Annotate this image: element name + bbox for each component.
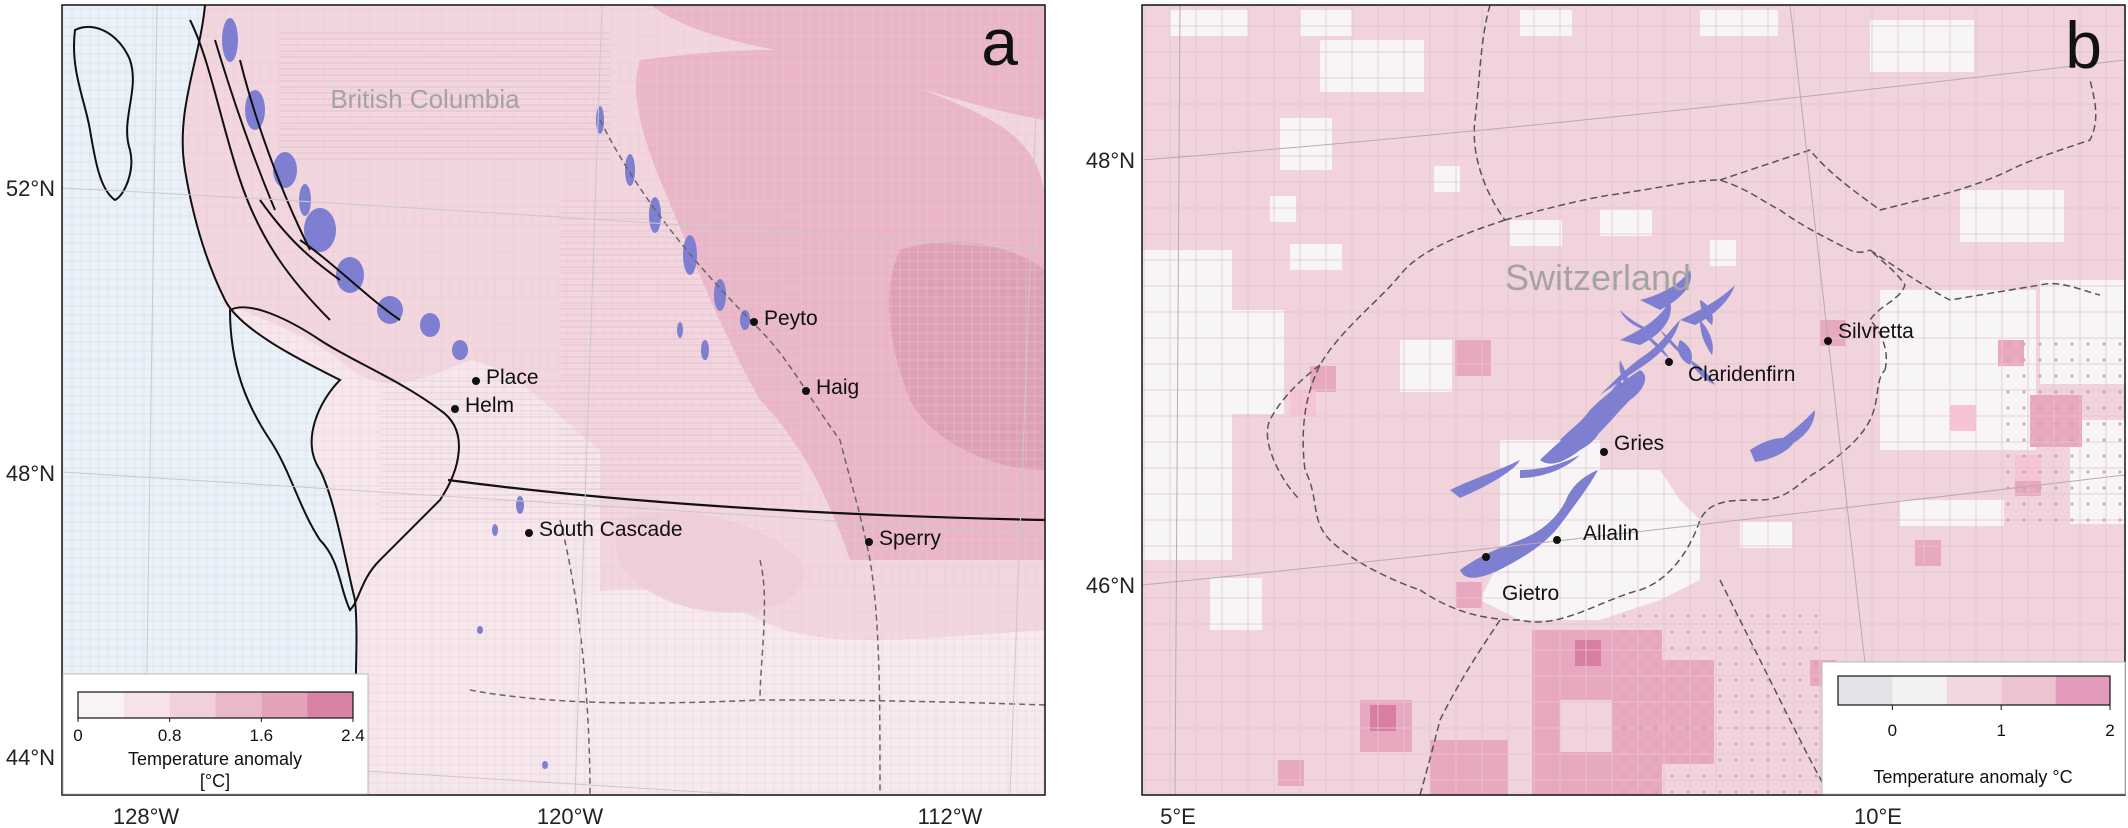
glacier-label-haig: Haig [816, 376, 859, 399]
coastline-a [73, 5, 460, 795]
panel-b-frame [1141, 4, 2126, 796]
lat-label-52n: 52°N [6, 176, 55, 201]
colorbar-a-bin-4 [261, 692, 308, 718]
colorbar-a-tick-label-2: 1.6 [250, 726, 274, 745]
colorbar-a-tick-label-3: 2.4 [341, 726, 365, 745]
colorbar-a-bin-0 [78, 692, 124, 718]
colorbar-b-tick-label-2: 2 [2105, 721, 2114, 740]
colorbar-b-bin-1 [1892, 676, 1947, 705]
dots-b2 [1620, 610, 1820, 795]
colorbar-b-bin-2 [1946, 676, 2002, 705]
map-panel-b [1142, 5, 2125, 795]
colorbar-a-unit: [°C] [200, 771, 230, 791]
glacier-markers-b: Silvretta Claridenfirn Gries Allalin Gie… [1482, 320, 1914, 605]
glacier-label-claridenfirn: Claridenfirn [1688, 363, 1795, 386]
panel-a-frame [61, 4, 1046, 796]
lon-label-120w: 120°W [537, 804, 604, 828]
colorbar-a-bins [78, 692, 353, 718]
colorbar-b-bin-0 [1838, 676, 1893, 705]
lat-label-48n: 48°N [6, 461, 55, 486]
admin-borders-a [469, 119, 1045, 795]
colorbar-a-title: Temperature anomaly [128, 749, 302, 769]
glacier-label-south-cascade: South Cascade [539, 518, 683, 541]
colorbar-a-bin-5 [307, 692, 353, 718]
glacier-label-peyto: Peyto [764, 307, 818, 330]
glacier-label-silvretta: Silvretta [1838, 320, 1914, 343]
grid-a [62, 5, 1045, 795]
colorbar-b-bin-3 [2001, 676, 2056, 705]
glacier-label-gietro: Gietro [1502, 582, 1559, 605]
region-label-switzerland: Switzerland [1505, 257, 1691, 298]
glacier-label-helm: Helm [465, 394, 514, 417]
panel-a-letter: a [981, 5, 1018, 79]
colorbar-b-tick-label-1: 1 [1996, 721, 2005, 740]
colorbar-b-bin-4 [2055, 676, 2110, 705]
glacier-markers-a: Peyto Place Haig Helm South Cascade Sper… [451, 307, 941, 550]
lat-label-46n-b: 46°N [1086, 573, 1135, 598]
colorbar-a: 0 0.8 1.6 2.4 Temperature anomaly [°C] [62, 673, 369, 795]
region-label-british-columbia: British Columbia [330, 84, 520, 114]
border-canada-us-a [447, 478, 1045, 522]
lat-label-44n: 44°N [6, 745, 55, 770]
axis-labels-a: 52°N 48°N 44°N 128°W 120°W 112°W [6, 176, 983, 828]
map-panel-a [62, 5, 1045, 795]
glacier-label-gries: Gries [1614, 432, 1664, 455]
colorbar-a-tick-label-1: 0.8 [158, 726, 182, 745]
glacier-coverage-a [222, 18, 750, 769]
colorbar-a-bin-3 [215, 692, 262, 718]
colorbar-a-bin-2 [169, 692, 216, 718]
glacier-coverage-b [1450, 270, 1815, 578]
colorbar-a-tick-label-0: 0 [73, 726, 82, 745]
lon-label-5e: 5°E [1160, 804, 1196, 828]
lon-label-128w: 128°W [113, 804, 180, 828]
lon-label-10e: 10°E [1854, 804, 1902, 828]
glacier-label-place: Place [486, 366, 539, 389]
colorbar-b-tick-label-0: 0 [1888, 721, 1897, 740]
glacier-label-sperry: Sperry [879, 527, 941, 550]
admin-borders-b [1266, 5, 2101, 795]
lat-label-48n-b: 48°N [1086, 148, 1135, 173]
dots-b1 [2000, 330, 2125, 530]
panel-b-letter: b [2065, 8, 2102, 82]
colorbar-b: 0 1 2 Temperature anomaly °C [1821, 661, 2126, 795]
colorbar-b-bins [1838, 676, 2110, 705]
colorbar-a-bin-1 [123, 692, 170, 718]
axis-labels-b: 48°N 46°N 5°E 10°E [1086, 148, 1902, 828]
lon-label-112w: 112°W [918, 804, 983, 828]
colorbar-b-title: Temperature anomaly °C [1873, 767, 2072, 787]
glacier-label-allalin: Allalin [1583, 522, 1639, 545]
